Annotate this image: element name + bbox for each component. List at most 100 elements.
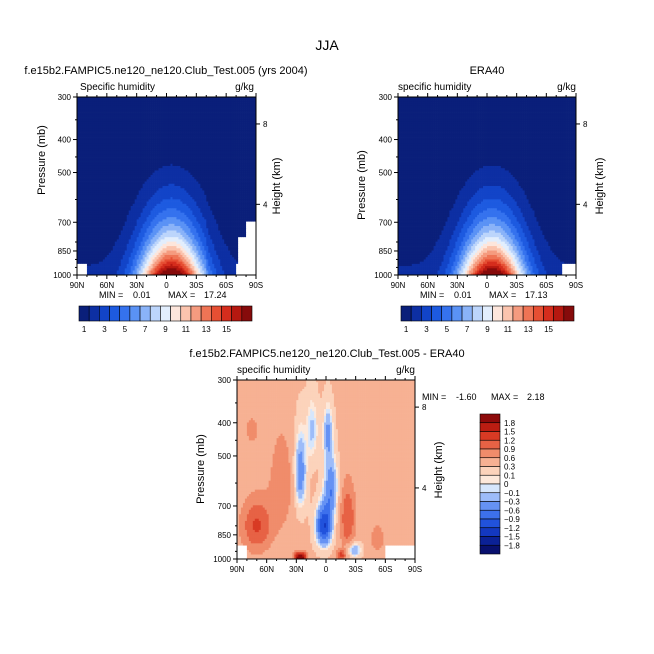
panel-model-cell — [118, 194, 122, 198]
panel-model-cell — [162, 130, 165, 133]
panel-model-cell — [202, 194, 205, 198]
panel-model-cell — [244, 192, 247, 196]
panel-model-cell — [138, 181, 141, 185]
panel-model-cell — [156, 201, 159, 205]
panel-model-cell — [218, 139, 221, 142]
panel-model-cell — [204, 137, 207, 140]
panel-model-cell — [180, 201, 183, 205]
panel-model-cell — [96, 179, 100, 182]
panel-model-cell — [188, 143, 191, 147]
panel-model-cell — [246, 168, 249, 171]
panel-model-cell — [232, 197, 235, 200]
panel-model-cell — [232, 110, 235, 113]
panel-model-cell — [180, 134, 183, 138]
panel-model-cell — [206, 217, 209, 220]
panel-model-cell — [242, 161, 245, 165]
panel-model-cell — [116, 110, 120, 113]
panel-model-cell — [140, 145, 143, 149]
panel-model-cell — [218, 143, 221, 147]
panel-model-cell — [102, 208, 106, 211]
panel-model-cell — [254, 192, 257, 196]
panel-model-cell — [112, 183, 116, 187]
panel-model-cell — [218, 161, 221, 165]
panel-model-cell — [210, 174, 213, 178]
panel-model-cell — [140, 174, 143, 178]
panel-model-cell — [148, 190, 151, 194]
panel-model-cell — [86, 108, 90, 111]
panel-model-cell — [218, 157, 221, 160]
panel-model-cell — [78, 159, 82, 162]
panel-model-cell — [244, 128, 247, 131]
panel-model-cell — [212, 154, 215, 158]
panel-model-cell — [236, 186, 239, 189]
panel-model-cell — [214, 206, 217, 209]
panel-model-cell — [152, 154, 155, 158]
panel-model-cell — [166, 137, 169, 140]
panel-model-cell — [132, 183, 136, 187]
panel-model-cell — [198, 161, 201, 165]
panel-model-cell — [122, 214, 126, 218]
panel-model-cell — [216, 97, 219, 100]
panel-model-cell — [154, 161, 157, 165]
panel-model-cell — [116, 214, 120, 218]
panel-model-cell — [90, 219, 94, 222]
panel-model-cell — [198, 181, 201, 185]
panel-model-cell — [92, 203, 96, 207]
panel-model-cell — [150, 108, 153, 111]
panel-model-cell — [220, 210, 223, 214]
panel-model-cell — [254, 128, 257, 131]
panel-model-cell — [140, 177, 143, 180]
panel-model-cell — [192, 128, 195, 131]
panel-model-cell — [162, 137, 165, 140]
panel-model-cell — [206, 110, 209, 113]
panel-model-cell — [188, 97, 191, 100]
panel-model-cell — [200, 114, 203, 118]
panel-model-cell — [202, 177, 205, 180]
panel-model-cell — [160, 99, 163, 102]
panel-model-cell — [182, 128, 185, 131]
panel-model-cell — [180, 128, 183, 131]
panel-model-cell — [158, 203, 161, 207]
panel-model-cell — [234, 134, 237, 138]
panel-model-cell — [196, 117, 199, 120]
panel-model-cell — [136, 119, 140, 122]
panel-model-cell — [220, 108, 223, 111]
panel-model-cell — [190, 103, 193, 107]
panel-model-cell — [80, 105, 84, 109]
panel-model-cell — [234, 210, 237, 214]
panel-model-cell — [120, 190, 124, 194]
panel-model-cell — [136, 137, 140, 140]
panel-model-cell — [184, 97, 187, 100]
panel-model-cell — [124, 197, 128, 200]
panel-model-cell — [192, 217, 195, 220]
panel-model-cell — [236, 181, 239, 185]
panel-model-cell — [196, 125, 199, 129]
panel-model-cell — [174, 199, 177, 202]
panel-model-cell — [84, 121, 88, 125]
panel-model-cell — [158, 105, 161, 109]
panel-model-cell — [130, 125, 134, 129]
panel-model-cell — [168, 181, 171, 185]
panel-model-cell — [130, 199, 134, 202]
panel-model-cell — [250, 103, 253, 107]
panel-model-cell — [134, 132, 138, 136]
panel-model-cell — [138, 161, 141, 165]
panel-model-cell — [160, 125, 163, 129]
panel-model-cell — [108, 186, 112, 189]
panel-model-cell — [150, 114, 153, 118]
panel-model-cell — [90, 157, 94, 160]
panel-model-cell — [194, 132, 197, 136]
panel-model-cell — [136, 101, 140, 105]
panel-model-cell — [248, 161, 251, 165]
panel-model-cell — [252, 194, 255, 198]
panel-model-cell — [106, 117, 110, 120]
panel-model-cell — [126, 170, 130, 174]
panel-model-cell — [78, 148, 82, 151]
panel-model-cell — [172, 212, 175, 216]
panel-model-cell — [230, 119, 233, 122]
panel-model-cell — [164, 137, 167, 140]
panel-model-cell — [77, 128, 80, 131]
panel-model-cell — [254, 108, 257, 111]
panel-model-cell — [238, 177, 241, 180]
panel-model-cell — [114, 154, 118, 158]
